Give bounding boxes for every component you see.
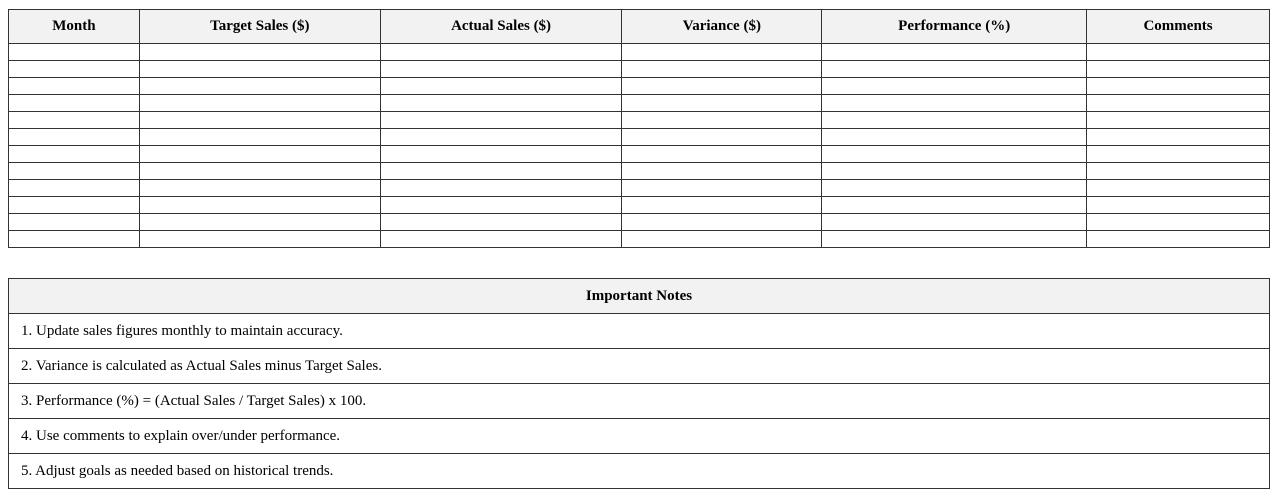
table-cell[interactable] [621,162,823,180]
table-cell[interactable] [379,60,623,78]
table-cell[interactable] [621,196,823,214]
table-row [8,111,1270,129]
table-cell[interactable] [8,77,140,95]
note-item: 5. Adjust goals as needed based on histo… [8,453,1270,489]
note-item: 4. Use comments to explain over/under pe… [8,418,1270,454]
table-cell[interactable] [8,60,140,78]
table-cell[interactable] [621,77,823,95]
table-cell[interactable] [138,162,381,180]
table-cell[interactable] [1086,94,1270,112]
table-cell[interactable] [821,60,1088,78]
table-cell[interactable] [138,145,381,163]
table-cell[interactable] [1086,77,1270,95]
column-header-target-sales: Target Sales ($) [138,9,381,44]
column-header-comments: Comments [1086,9,1270,44]
table-cell[interactable] [621,60,823,78]
table-cell[interactable] [379,43,623,61]
table-cell[interactable] [1086,230,1270,248]
table-cell[interactable] [138,230,381,248]
table-row [8,43,1270,61]
table-cell[interactable] [138,60,381,78]
table-cell[interactable] [379,128,623,146]
table-cell[interactable] [379,230,623,248]
column-header-performance: Performance (%) [821,9,1088,44]
table-cell[interactable] [379,196,623,214]
table-cell[interactable] [379,213,623,231]
sales-tracking-table: Month Target Sales ($) Actual Sales ($) … [8,9,1270,248]
note-item: 1. Update sales figures monthly to maint… [8,313,1270,349]
table-cell[interactable] [138,111,381,129]
table-cell[interactable] [379,179,623,197]
table-cell[interactable] [1086,43,1270,61]
table-row [8,60,1270,78]
table-cell[interactable] [8,145,140,163]
table-cell[interactable] [1086,162,1270,180]
table-cell[interactable] [138,77,381,95]
table-cell[interactable] [821,77,1088,95]
table-row [8,128,1270,146]
table-cell[interactable] [8,162,140,180]
table-cell[interactable] [1086,196,1270,214]
table-cell[interactable] [379,94,623,112]
table-cell[interactable] [1086,145,1270,163]
table-cell[interactable] [821,162,1088,180]
table-cell[interactable] [821,128,1088,146]
table-cell[interactable] [621,145,823,163]
table-cell[interactable] [8,213,140,231]
table-cell[interactable] [821,196,1088,214]
table-cell[interactable] [821,230,1088,248]
table-cell[interactable] [821,145,1088,163]
table-cell[interactable] [821,111,1088,129]
table-row [8,145,1270,163]
table-cell[interactable] [138,196,381,214]
table-cell[interactable] [8,111,140,129]
table-cell[interactable] [8,179,140,197]
table-cell[interactable] [8,128,140,146]
table-cell[interactable] [821,94,1088,112]
column-header-variance: Variance ($) [621,9,823,44]
note-item: 2. Variance is calculated as Actual Sale… [8,348,1270,384]
table-cell[interactable] [621,179,823,197]
table-cell[interactable] [621,43,823,61]
table-row [8,230,1270,248]
table-cell[interactable] [1086,111,1270,129]
table-cell[interactable] [621,128,823,146]
table-cell[interactable] [379,111,623,129]
table-cell[interactable] [1086,213,1270,231]
table-cell[interactable] [821,213,1088,231]
table-cell[interactable] [1086,60,1270,78]
table-cell[interactable] [8,196,140,214]
table-cell[interactable] [379,145,623,163]
table-cell[interactable] [138,128,381,146]
table-cell[interactable] [1086,128,1270,146]
table-cell[interactable] [621,230,823,248]
table-row [8,77,1270,95]
important-notes-table: Important Notes 1. Update sales figures … [8,278,1270,489]
table-row [8,213,1270,231]
table-row [8,94,1270,112]
table-row [8,196,1270,214]
table-cell[interactable] [138,94,381,112]
table-row [8,162,1270,180]
table-cell[interactable] [8,43,140,61]
table-cell[interactable] [621,213,823,231]
note-item: 3. Performance (%) = (Actual Sales / Tar… [8,383,1270,419]
table-cell[interactable] [8,230,140,248]
table-cell[interactable] [821,43,1088,61]
table-cell[interactable] [138,213,381,231]
column-header-actual-sales: Actual Sales ($) [379,9,623,44]
table-cell[interactable] [8,94,140,112]
table-cell[interactable] [621,94,823,112]
table-cell[interactable] [1086,179,1270,197]
table-cell[interactable] [379,77,623,95]
column-header-month: Month [8,9,140,44]
table-header-row: Month Target Sales ($) Actual Sales ($) … [8,9,1270,44]
notes-title: Important Notes [8,278,1270,314]
table-cell[interactable] [138,179,381,197]
table-row [8,179,1270,197]
table-cell[interactable] [138,43,381,61]
table-cell[interactable] [621,111,823,129]
table-cell[interactable] [379,162,623,180]
table-cell[interactable] [821,179,1088,197]
